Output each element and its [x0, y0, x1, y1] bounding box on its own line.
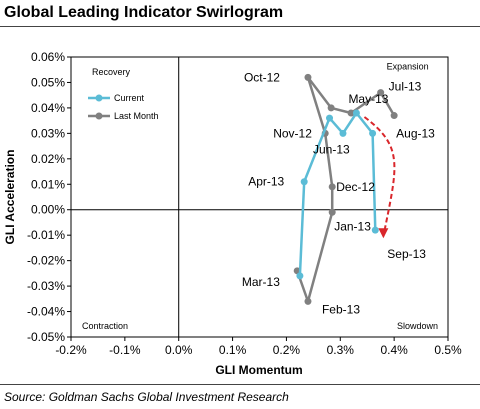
data-point-last-month	[377, 89, 385, 97]
data-point-last-month	[328, 208, 336, 216]
legend-swatch-marker	[95, 112, 103, 120]
x-tick-label: 0.4%	[380, 343, 408, 357]
x-tick-label: 0.3%	[327, 343, 355, 357]
data-point-current	[326, 114, 334, 122]
y-tick-label: -0.01%	[27, 228, 65, 242]
point-label: Dec-12	[336, 180, 375, 194]
x-axis-label: GLI Momentum	[215, 363, 302, 377]
data-point-current	[369, 129, 377, 137]
y-axis-label: GLI Acceleration	[3, 150, 17, 245]
point-label: Aug-13	[396, 127, 435, 141]
y-tick-label: 0.06%	[31, 50, 65, 64]
y-tick-label: 0.04%	[31, 101, 65, 115]
point-label: Jan-13	[334, 219, 371, 233]
x-tick-label: -0.2%	[55, 343, 87, 357]
trend-arrow-head	[378, 228, 389, 239]
data-point-current	[296, 272, 304, 280]
title-rule	[0, 26, 480, 27]
y-tick-label: 0.01%	[31, 177, 65, 191]
source-note: Source: Goldman Sachs Global Investment …	[4, 390, 289, 404]
point-label: Jun-13	[313, 142, 350, 156]
y-tick-label: -0.02%	[27, 254, 65, 268]
y-tick-label: -0.05%	[27, 330, 65, 344]
point-label: Apr-13	[248, 175, 284, 189]
data-point-current	[339, 129, 347, 137]
chart-title: Global Leading Indicator Swirlogram	[4, 4, 284, 21]
data-point-last-month	[390, 112, 398, 120]
data-point-current	[352, 109, 360, 117]
data-point-last-month	[347, 109, 355, 117]
point-label: Nov-12	[273, 126, 312, 140]
series-line-last-month	[296, 76, 396, 303]
y-tick-label: 0.00%	[31, 203, 65, 217]
point-label: Jul-13	[389, 80, 422, 94]
data-point-last-month	[304, 73, 312, 81]
quadrant-label-expansion: Expansion	[387, 62, 429, 72]
point-label: May-13	[348, 92, 388, 106]
point-label: Mar-13	[242, 275, 280, 289]
x-tick-label: 0.5%	[434, 343, 462, 357]
quadrant-label-contraction: Contraction	[82, 321, 128, 331]
point-label: Sep-13	[387, 247, 426, 261]
data-point-current	[300, 178, 308, 186]
x-tick-label: 0.2%	[273, 343, 301, 357]
y-tick-label: 0.05%	[31, 75, 65, 89]
quadrant-label-recovery: Recovery	[92, 67, 131, 77]
swirlogram-chart: -0.2% -0.1% 0.0% 0.1% 0.2% 0.3% 0.4% 0.5% 0.06% 0…	[3, 50, 462, 377]
legend-label: Current	[114, 93, 145, 103]
point-label: Oct-12	[244, 70, 280, 84]
data-point-current	[371, 226, 379, 234]
y-tick-label: 0.02%	[31, 152, 65, 166]
x-tick-label: 0.0%	[165, 343, 193, 357]
plot-area-frame	[70, 56, 449, 338]
legend-swatch-marker	[95, 94, 103, 102]
x-tick-label: 0.1%	[219, 343, 247, 357]
legend-label: Last Month	[114, 111, 159, 121]
y-tick-label: -0.04%	[27, 305, 65, 319]
x-tick-label: -0.1%	[109, 343, 141, 357]
quadrant-label-slowdown: Slowdown	[397, 321, 438, 331]
data-point-last-month	[328, 183, 336, 191]
y-tick-label: -0.03%	[27, 279, 65, 293]
data-point-last-month	[327, 104, 335, 112]
y-tick-label: 0.03%	[31, 126, 65, 140]
data-point-last-month	[304, 297, 312, 305]
point-label: Feb-13	[322, 302, 360, 316]
source-rule	[0, 384, 480, 385]
